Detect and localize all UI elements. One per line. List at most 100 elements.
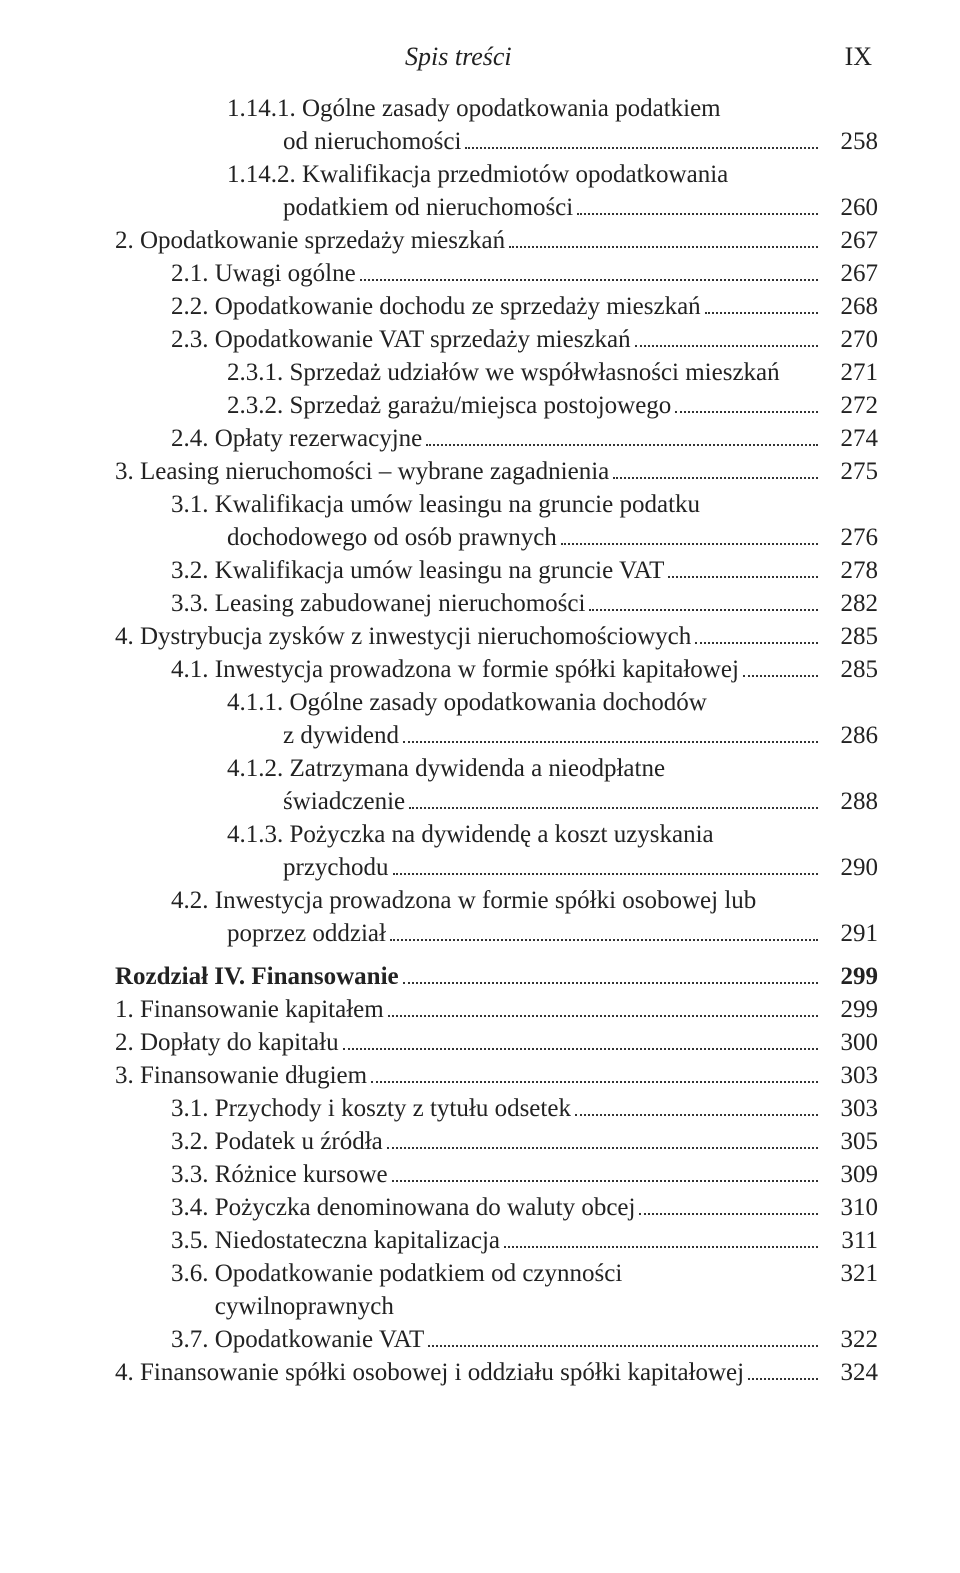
toc-entry-title: przychodu xyxy=(283,851,389,884)
toc-entry-title: Pożyczka na dywidendę a koszt uzyskania xyxy=(290,818,714,851)
toc-entry-page: 274 xyxy=(824,422,878,455)
toc-entry: 2.3.1. Sprzedaż udziałów we współwłasnoś… xyxy=(115,356,878,389)
toc-entry: 2.3.2. Sprzedaż garażu/miejsca postojowe… xyxy=(115,389,878,422)
toc-entry-title: Leasing nieruchomości – wybrane zagadnie… xyxy=(140,455,609,488)
running-header: Spis treści IX xyxy=(115,42,878,72)
toc-entry-number: 3.6. xyxy=(171,1257,215,1290)
toc-entry: 4.2. Inwestycja prowadzona w formie spół… xyxy=(115,884,878,917)
toc-entry-page: 278 xyxy=(824,554,878,587)
toc-entry-number: 3.1. xyxy=(171,488,215,521)
toc-leader-dots xyxy=(589,588,818,611)
toc-entry-number: 4.1. xyxy=(171,653,215,686)
toc-entry-page: 285 xyxy=(824,653,878,686)
toc-leader-dots xyxy=(705,291,818,314)
toc-entry-page: 300 xyxy=(824,1026,878,1059)
toc-leader-dots xyxy=(403,720,818,743)
toc-entry-continuation: z dywidend286 xyxy=(115,719,878,752)
toc-entry: 3. Leasing nieruchomości – wybrane zagad… xyxy=(115,455,878,488)
toc-entry-title: Opodatkowanie VAT xyxy=(215,1323,424,1356)
toc-entry-continuation: świadczenie288 xyxy=(115,785,878,818)
toc-entry: 3.3. Leasing zabudowanej nieruchomości 28… xyxy=(115,587,878,620)
toc-entry-number: 4. xyxy=(115,1356,140,1389)
toc-entry: 2. Dopłaty do kapitału 300 xyxy=(115,1026,878,1059)
toc-entry-title: Dystrybucja zysków z inwestycji nierucho… xyxy=(140,620,691,653)
toc-entry-title: poprzez oddział xyxy=(227,917,386,950)
toc-entry-number: 3.7. xyxy=(171,1323,215,1356)
toc-leader-dots xyxy=(393,852,818,875)
toc-entry-title: Uwagi ogólne xyxy=(215,257,356,290)
toc-entry-title: Dopłaty do kapitału xyxy=(140,1026,339,1059)
toc-leader-dots xyxy=(403,961,818,984)
toc-leader-dots xyxy=(387,1126,818,1149)
toc-entry-page: 272 xyxy=(824,389,878,422)
toc-entry: 3.1. Przychody i koszty z tytułu odsetek… xyxy=(115,1092,878,1125)
toc-leader-dots xyxy=(504,1225,818,1248)
toc-entry-number: 1. xyxy=(115,993,140,1026)
toc-entry-title: Niedostateczna kapitalizacja xyxy=(215,1224,500,1257)
toc-entry-number: 1.14.1. xyxy=(227,92,302,125)
toc-entry-page: 322 xyxy=(824,1323,878,1356)
toc-entry: 3.4. Pożyczka denominowana do waluty obc… xyxy=(115,1191,878,1224)
toc-entry-page: 321 xyxy=(824,1257,878,1290)
toc-leader-dots xyxy=(675,390,818,413)
toc-entry-title: od nieruchomości xyxy=(283,125,461,158)
toc-entry-number: 2. xyxy=(115,1026,140,1059)
toc-entry-title: Opodatkowanie VAT sprzedaży mieszkań xyxy=(215,323,631,356)
toc-entry-number: 3. xyxy=(115,455,140,488)
toc-leader-dots xyxy=(343,1027,818,1050)
toc-entry-continuation: przychodu 290 xyxy=(115,851,878,884)
toc-entry: 4. Dystrybucja zysków z inwestycji nieru… xyxy=(115,620,878,653)
toc-entry-page: 275 xyxy=(824,455,878,488)
toc-entry-number: 2.1. xyxy=(171,257,215,290)
toc-entry-page: 276 xyxy=(824,521,878,554)
toc-leader-dots xyxy=(360,258,818,281)
toc-leader-dots xyxy=(392,1159,818,1182)
toc-entry-title: Opodatkowanie podatkiem od czynności cyw… xyxy=(215,1257,804,1323)
toc-entry: 3.5. Niedostateczna kapitalizacja311 xyxy=(115,1224,878,1257)
toc-entry-number: 2.3.1. xyxy=(227,356,290,389)
page-container: Spis treści IX 1.14.1. Ogólne zasady opo… xyxy=(0,0,960,1573)
toc-entry-title: Rozdział IV. Finansowanie xyxy=(115,960,399,993)
toc-entry-title: Różnice kursowe xyxy=(215,1158,388,1191)
toc-entry: 4.1.3. Pożyczka na dywidendę a koszt uzy… xyxy=(115,818,878,851)
toc-entry-page: 285 xyxy=(824,620,878,653)
toc-leader-dots xyxy=(426,423,818,446)
toc-entry: 1.14.2. Kwalifikacja przedmiotów opodatk… xyxy=(115,158,878,191)
toc-entry-number: 3.3. xyxy=(171,587,215,620)
toc-entry-title: Inwestycja prowadzona w formie spółki os… xyxy=(215,884,757,917)
toc-entry-number: 3. xyxy=(115,1059,140,1092)
toc-entry: 2.3. Opodatkowanie VAT sprzedaży mieszka… xyxy=(115,323,878,356)
toc-entry-page: 291 xyxy=(824,917,878,950)
toc-entry-page: 299 xyxy=(824,960,878,993)
toc-entry-title: Leasing zabudowanej nieruchomości xyxy=(215,587,586,620)
header-title: Spis treści xyxy=(405,42,512,72)
toc-entry-number: 4.1.2. xyxy=(227,752,290,785)
toc-gap xyxy=(115,950,878,960)
toc-entry-page: 299 xyxy=(824,993,878,1026)
toc-entry: 4.1.1. Ogólne zasady opodatkowania docho… xyxy=(115,686,878,719)
toc-entry-number: 3.5. xyxy=(171,1224,215,1257)
toc-entry-page: 270 xyxy=(824,323,878,356)
toc-leader-dots xyxy=(575,1093,818,1116)
toc-entry-title: Kwalifikacja umów leasingu na gruncie VA… xyxy=(215,554,665,587)
toc-entry: 2. Opodatkowanie sprzedaży mieszkań267 xyxy=(115,224,878,257)
toc-entry-page: 324 xyxy=(824,1356,878,1389)
toc-entry-page: 290 xyxy=(824,851,878,884)
toc-entry-title: świadczenie xyxy=(283,785,405,818)
toc-entry-number: 2. xyxy=(115,224,140,257)
toc-entry: 3.2. Podatek u źródła305 xyxy=(115,1125,878,1158)
toc-entry-continuation: od nieruchomości 258 xyxy=(115,125,878,158)
toc-entry: 3.3. Różnice kursowe309 xyxy=(115,1158,878,1191)
toc-leader-dots xyxy=(371,1060,818,1083)
toc-entry-title: Finansowanie spółki osobowej i oddziału … xyxy=(140,1356,744,1389)
toc-entry-title: z dywidend xyxy=(283,719,399,752)
toc-entry-title: Kwalifikacja przedmiotów opodatkowania xyxy=(302,158,728,191)
toc-entry: 3.6. Opodatkowanie podatkiem od czynnośc… xyxy=(115,1257,878,1323)
toc-entry-page: 309 xyxy=(824,1158,878,1191)
toc-entry-number: 3.2. xyxy=(171,554,215,587)
toc-entry-page: 282 xyxy=(824,587,878,620)
toc-entry-page: 303 xyxy=(824,1059,878,1092)
toc-entry-title: Podatek u źródła xyxy=(215,1125,383,1158)
toc-leader-dots xyxy=(509,225,818,248)
toc-entry-page: 258 xyxy=(824,125,878,158)
